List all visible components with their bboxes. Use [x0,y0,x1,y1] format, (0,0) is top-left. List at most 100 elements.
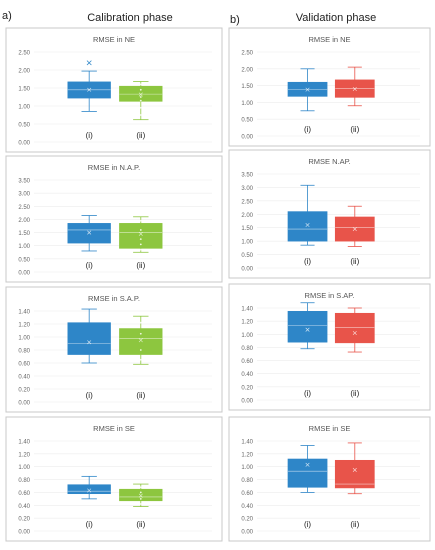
chart-border [5,155,223,283]
panel-label-b: b) [230,14,240,26]
iqr-box [287,310,328,343]
chart-title: RMSE in SE [93,424,135,433]
y-tick-label: 1.20 [241,320,253,326]
y-tick-label: 2.50 [241,199,253,205]
data-point [139,106,142,109]
category-label: (ii) [136,520,145,529]
data-point [139,243,142,246]
box-ii [334,307,375,353]
y-tick-label: 0.60 [241,491,253,497]
category-label: (ii) [350,125,359,134]
data-point [139,491,142,494]
y-tick-label: 0.60 [18,362,30,368]
box-i [67,60,111,112]
iqr-box [119,85,163,102]
data-point [139,238,142,241]
chart-panel: RMSE in S.A.P. 0.00 0.20 0.40 0.60 0.80 1.00 1.… [5,286,223,413]
iqr-box [334,312,375,344]
chart-panel: RMSE in SE 0.00 0.20 0.40 0.60 0.80 1.00 1.20 1.… [228,416,431,542]
chart-title: RMSE in S.AP. [305,291,355,300]
y-tick-label: 2.00 [241,67,253,73]
y-tick-label: 0.00 [241,399,253,405]
mean-marker [352,330,357,335]
category-label: (i) [86,520,93,529]
y-tick-label: 1.00 [241,465,253,471]
box-i [287,184,328,246]
category-label: (i) [304,257,311,266]
data-point [139,503,142,505]
data-point [139,486,142,489]
data-point [139,99,142,102]
chart-panel: RMSE in NE 0.00 0.50 1.00 1.50 2.00 2.50 (i) (ii… [5,27,223,153]
mean-marker [138,231,143,236]
category-label: (i) [86,261,93,270]
y-tick-label: 0.20 [18,388,30,394]
mean-marker [138,92,143,97]
data-point [139,229,142,231]
y-tick-label: 1.00 [18,105,30,111]
data-point [139,321,142,324]
box-ii [334,442,375,495]
y-tick-label: 0.80 [241,346,253,352]
y-tick-label: 2.00 [18,69,30,75]
y-tick-label: 0.20 [241,517,253,523]
y-tick-label: 0.40 [241,372,253,378]
box-i [287,445,328,493]
y-tick-label: 3.50 [241,173,253,179]
y-tick-label: 3.50 [18,179,30,185]
chart-title: RMSE in SE [309,424,351,433]
y-tick-label: 1.00 [241,240,253,246]
iqr-box [334,459,375,489]
data-point [139,83,142,86]
chart-border [228,283,431,411]
category-label: (ii) [136,261,145,270]
y-tick-label: 2.00 [241,213,253,219]
box-i [287,302,328,350]
y-tick-label: 2.50 [18,205,30,211]
y-tick-label: 0.50 [18,257,30,263]
chart-title: RMSE in NE [93,35,135,44]
y-tick-label: 3.00 [18,192,30,198]
data-point [139,358,142,361]
iqr-box [119,488,163,502]
mean-marker [138,493,143,498]
y-tick-label: 2.50 [18,51,30,57]
iqr-box [119,223,163,249]
chart-border [228,416,431,542]
y-tick-label: 0.50 [241,253,253,259]
y-tick-label: 0.20 [18,517,30,523]
data-point [139,96,142,98]
y-tick-label: 0.80 [18,349,30,355]
data-point [139,88,142,91]
box-i [67,215,111,252]
mean-marker [305,223,310,228]
y-tick-label: 1.40 [18,440,30,446]
category-label: (i) [86,391,93,400]
y-tick-label: 0.80 [18,478,30,484]
box-ii [119,216,163,253]
category-label: (ii) [136,131,145,140]
mean-marker [87,340,92,345]
mean-marker [352,86,357,91]
y-tick-label: 1.00 [241,333,253,339]
box-ii [119,483,163,507]
y-tick-label: 0.00 [18,141,30,147]
chart-panel: RMSE in N.A.P. 0.00 0.50 1.00 1.50 2.00 2.50 3.… [5,155,223,283]
iqr-box [287,211,328,242]
chart-border [5,286,223,413]
y-tick-label: 1.00 [18,244,30,250]
y-tick-label: 0.40 [18,504,30,510]
chart-panel: RMSE in NE 0.00 0.50 1.00 1.50 2.00 2.50 (i) (ii… [228,27,431,147]
y-tick-label: 1.00 [18,465,30,471]
chart-title: RMSE in NE [308,35,350,44]
y-tick-label: 0.60 [18,491,30,497]
y-tick-label: 1.00 [18,336,30,342]
y-tick-label: 2.50 [241,51,253,57]
y-tick-label: 0.50 [18,123,30,129]
mean-marker [87,230,92,235]
box-ii [334,66,375,107]
category-label: (i) [304,389,311,398]
mean-marker [352,227,357,232]
y-tick-label: 1.50 [241,84,253,90]
